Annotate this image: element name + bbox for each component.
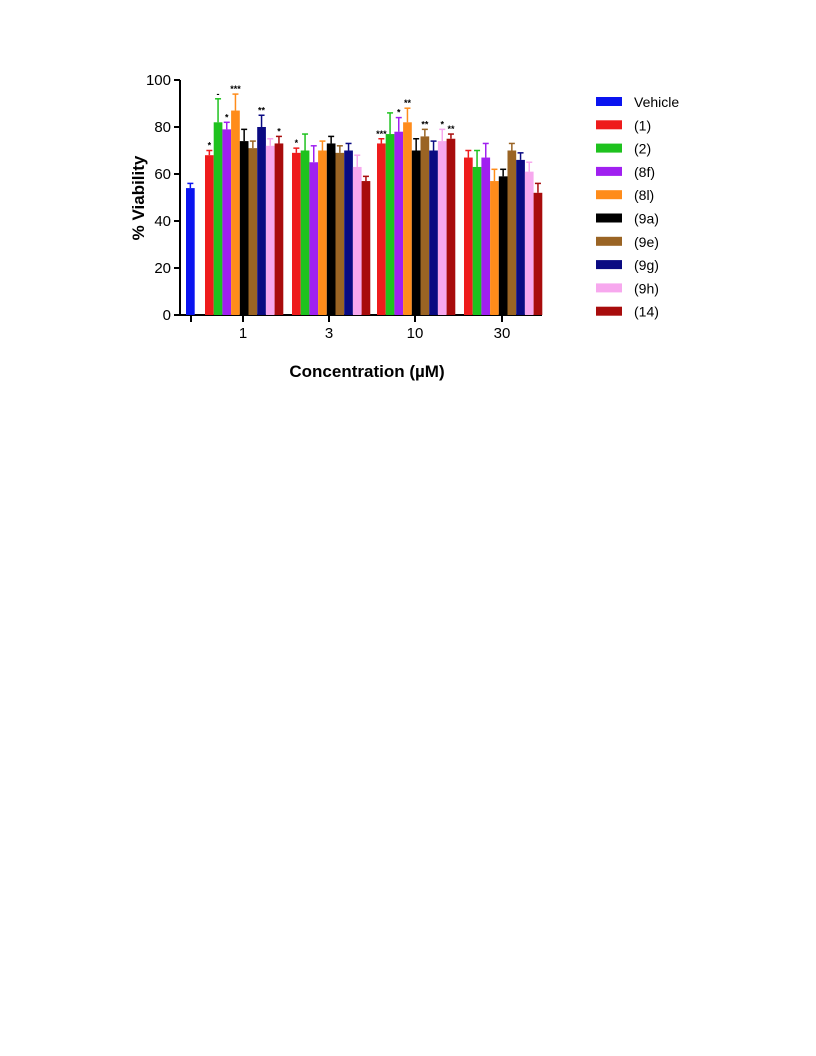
x-tick-label: 3: [325, 325, 333, 342]
bar-1-30: [464, 157, 473, 315]
significance-label: *: [208, 141, 212, 151]
bar-9a-10: [411, 150, 421, 315]
y-tick-label: 20: [154, 260, 171, 277]
significance-label: **: [421, 119, 429, 129]
significance-label: *: [440, 119, 444, 129]
bar-1-3: [292, 152, 301, 315]
bar-8l-3: [318, 150, 327, 315]
significance-label: *: [295, 138, 299, 148]
bar-1-10: [377, 143, 386, 315]
y-tick-label: 0: [163, 307, 171, 324]
bar-2-10: [385, 134, 395, 315]
bar-8l-1: [231, 110, 240, 315]
bar-8f-1: [222, 129, 232, 315]
bar-9g-1: [257, 127, 266, 315]
legend-swatch: [596, 190, 622, 200]
chart-legend: Vehicle (1) (2) (8f) (8l) (9a) (9e) (9g) (9h) (14…: [596, 94, 679, 320]
significance-label: **: [258, 105, 266, 115]
bar-9h-10: [437, 141, 447, 315]
legend-label: (9e): [634, 234, 659, 250]
legend-swatch: [596, 283, 622, 293]
bar-9h-1: [265, 145, 275, 315]
bar-2-3: [300, 150, 310, 315]
legend-swatch: [596, 306, 622, 316]
x-tick-label: 1: [239, 325, 247, 342]
x-tick-label: 10: [407, 325, 424, 342]
significance-label: ***: [230, 84, 241, 94]
legend-swatch: [596, 97, 622, 106]
bar-1-1: [205, 155, 214, 315]
bar-8f-30: [481, 157, 491, 315]
legend-label: (1): [634, 117, 651, 133]
legend-swatch: [596, 166, 622, 176]
legend-swatch: [596, 120, 622, 130]
legend-label: (8f): [634, 164, 655, 180]
significance-label: *: [225, 112, 229, 122]
chart-axes: 0 20 40 60 80 100 1 3 10 30: [146, 72, 542, 342]
bar-9e-3: [335, 152, 345, 315]
significance-label: **: [404, 98, 412, 108]
significance-label: ***: [376, 129, 387, 139]
bar-9e-10: [420, 136, 430, 315]
bar-14-3: [361, 181, 371, 315]
bar-9e-30: [507, 150, 517, 315]
bar-9a-30: [498, 176, 508, 315]
x-axis-title: Concentration (µM): [289, 362, 444, 381]
legend-label: Vehicle: [634, 94, 679, 110]
legend-swatch: [596, 213, 622, 223]
significance-label: **: [447, 124, 455, 134]
y-tick-label: 100: [146, 72, 171, 89]
legend-swatch: [596, 260, 622, 270]
legend-swatch: [596, 143, 622, 153]
legend-label: (2): [634, 141, 651, 157]
bar-9a-3: [326, 143, 336, 315]
y-tick-label: 40: [154, 213, 171, 230]
chart-bars: * ****-* ************ **: [186, 84, 543, 315]
bar-9g-10: [429, 150, 438, 315]
bar-8l-10: [403, 122, 412, 315]
bar-8f-3: [309, 162, 319, 315]
bar-2-30: [472, 166, 482, 315]
bar-9a-1: [239, 141, 249, 315]
bar-9g-3: [344, 150, 353, 315]
significance-label: -: [217, 89, 220, 99]
y-tick-label: 60: [154, 166, 171, 183]
legend-label: (9a): [634, 211, 659, 227]
y-axis-title: % Viability: [129, 155, 148, 240]
legend-label: (8l): [634, 187, 654, 203]
legend-label: (9h): [634, 280, 659, 296]
bar-14-30: [533, 192, 543, 315]
bar-14-10: [446, 138, 456, 315]
bar-8l-30: [490, 181, 499, 315]
legend-label: (14): [634, 304, 659, 320]
bar-2-1: [213, 122, 223, 315]
bar-9h-3: [352, 166, 362, 315]
bar-9e-1: [248, 148, 258, 315]
legend-swatch: [596, 236, 622, 246]
bar-8f-10: [394, 131, 404, 315]
significance-label: *: [397, 108, 401, 118]
x-tick-label: 30: [494, 325, 511, 342]
bar-vehicle: [186, 188, 195, 315]
bar-14-1: [274, 143, 284, 315]
significance-label: *: [277, 126, 281, 136]
y-tick-label: 80: [154, 119, 171, 136]
bar-9h-30: [524, 171, 534, 315]
bar-9g-30: [516, 159, 525, 315]
legend-label: (9g): [634, 257, 659, 273]
